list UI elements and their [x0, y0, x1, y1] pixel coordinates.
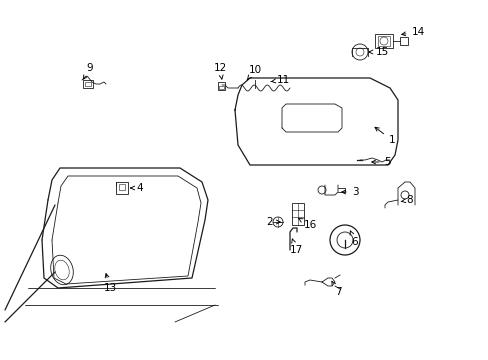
Bar — [218, 82, 224, 90]
Text: 13: 13 — [103, 274, 116, 293]
Text: 16: 16 — [298, 218, 316, 230]
Text: 10: 10 — [246, 65, 261, 80]
Text: 5: 5 — [371, 157, 390, 167]
Text: 12: 12 — [213, 63, 226, 79]
Text: 14: 14 — [401, 27, 424, 37]
Text: 9: 9 — [83, 63, 93, 79]
Text: 6: 6 — [349, 231, 358, 247]
Text: 11: 11 — [270, 75, 289, 85]
Bar — [374, 34, 392, 48]
Text: 3: 3 — [341, 187, 358, 197]
Bar — [85, 82, 91, 86]
Text: 8: 8 — [400, 195, 412, 205]
Text: 2: 2 — [266, 217, 280, 227]
Bar — [219, 86, 224, 89]
Text: 4: 4 — [130, 183, 143, 193]
Bar — [83, 80, 93, 88]
Bar — [119, 184, 125, 190]
Bar — [377, 36, 389, 46]
Bar — [291, 203, 304, 225]
Text: 1: 1 — [374, 127, 394, 145]
Bar — [116, 182, 128, 194]
Text: 7: 7 — [331, 281, 341, 297]
Text: 15: 15 — [368, 47, 388, 57]
Text: 17: 17 — [289, 239, 302, 255]
Bar — [399, 37, 407, 45]
